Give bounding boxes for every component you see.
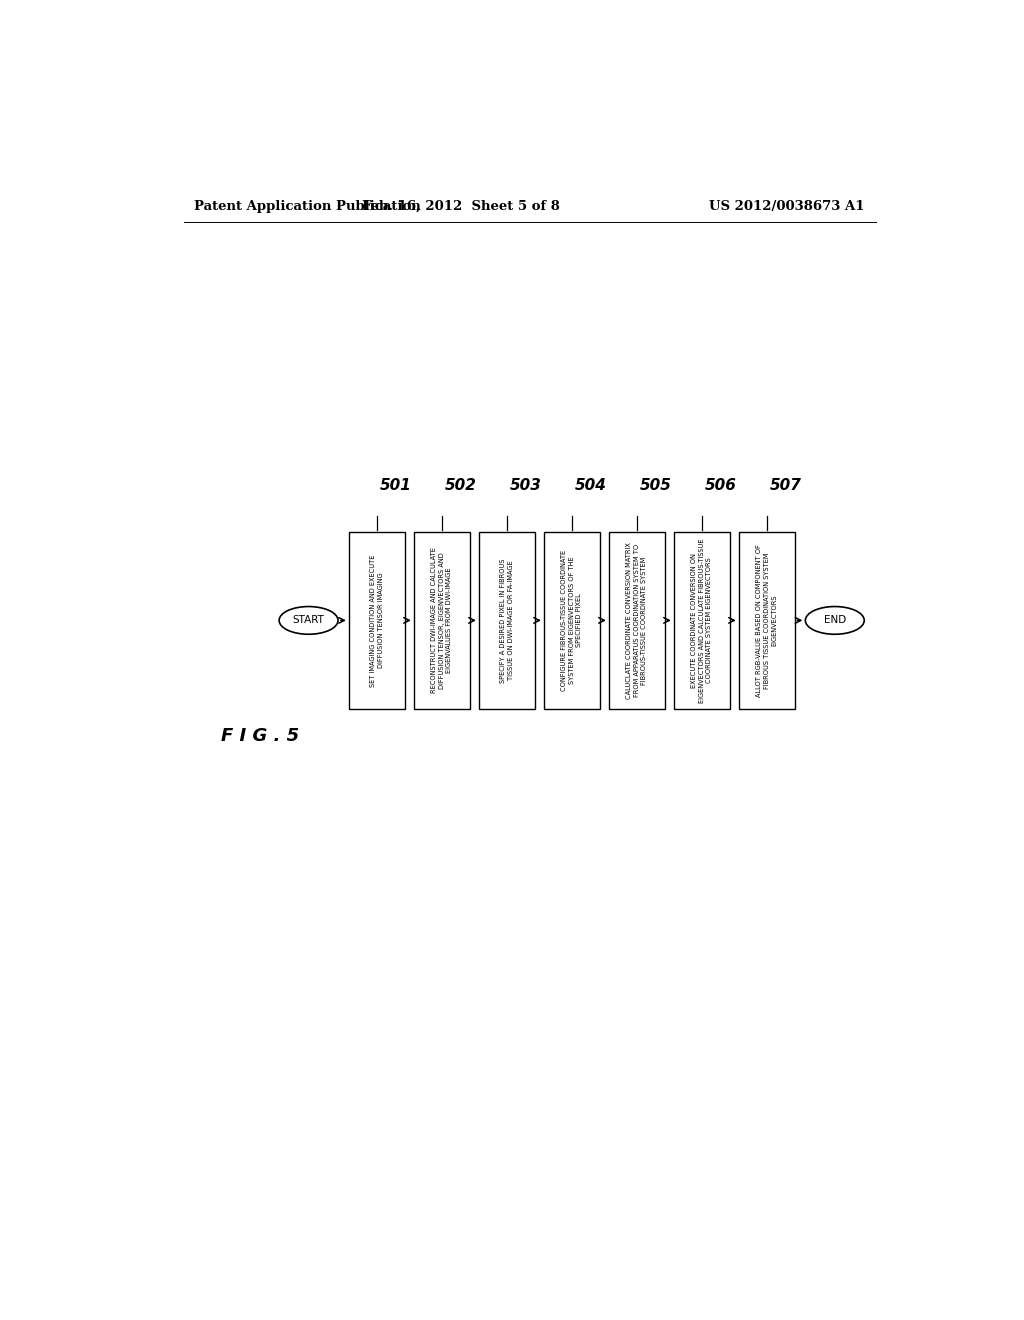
- Text: 507: 507: [770, 478, 802, 494]
- Text: 505: 505: [640, 478, 672, 494]
- Text: CALUCLATE COORDINATE CONVERSION MATRIX
FROM APPARATUS COORDINATION SYSTEM TO
FIB: CALUCLATE COORDINATE CONVERSION MATRIX F…: [626, 543, 647, 698]
- Text: F I G . 5: F I G . 5: [221, 727, 299, 744]
- Text: RECONSTRUCT DWI-IMAGE AND CALCULATE
DIFFUSION TENSOR, EIGENVECTORS AND
EIGENVALU: RECONSTRUCT DWI-IMAGE AND CALCULATE DIFF…: [431, 548, 453, 693]
- FancyBboxPatch shape: [414, 532, 470, 709]
- Text: 503: 503: [510, 478, 542, 494]
- Text: SPECIFY A DESIRED PIXEL IN FIBROUS
TISSUE ON DWI-IMAGE OR FA-IMAGE: SPECIFY A DESIRED PIXEL IN FIBROUS TISSU…: [500, 558, 514, 682]
- Text: Patent Application Publication: Patent Application Publication: [194, 199, 421, 213]
- Text: ALLOT RGB-VALUE BASED ON COMPONENT OF
FIBROUS TISSUE COORDINATION SYSTEM
EIGENVE: ALLOT RGB-VALUE BASED ON COMPONENT OF FI…: [756, 544, 777, 697]
- Text: END: END: [823, 615, 846, 626]
- Text: CONFIGURE FIBROUS-TISSUE COORDINATE
SYSTEM FROM EIGENVECTORS OF THE
SPECIFIED PI: CONFIGURE FIBROUS-TISSUE COORDINATE SYST…: [561, 550, 583, 690]
- Text: 506: 506: [705, 478, 736, 494]
- FancyBboxPatch shape: [349, 532, 404, 709]
- FancyBboxPatch shape: [738, 532, 795, 709]
- Text: EXECUTE COORDINATE CONVERSION ON
EIGENVECTORS AND CALCULATE FIBROUS-TISSUE
COORD: EXECUTE COORDINATE CONVERSION ON EIGENVE…: [691, 539, 713, 702]
- Text: 502: 502: [444, 478, 477, 494]
- Text: 501: 501: [380, 478, 412, 494]
- FancyBboxPatch shape: [479, 532, 535, 709]
- Ellipse shape: [805, 607, 864, 635]
- Text: START: START: [293, 615, 325, 626]
- FancyBboxPatch shape: [674, 532, 729, 709]
- Text: SET IMAGING CONDITION AND EXECUTE
DIFFUSION TENSOR IMAGING: SET IMAGING CONDITION AND EXECUTE DIFFUS…: [370, 554, 384, 686]
- Text: 504: 504: [574, 478, 606, 494]
- FancyBboxPatch shape: [609, 532, 665, 709]
- Ellipse shape: [280, 607, 338, 635]
- Text: US 2012/0038673 A1: US 2012/0038673 A1: [709, 199, 864, 213]
- FancyBboxPatch shape: [544, 532, 600, 709]
- Text: Feb. 16, 2012  Sheet 5 of 8: Feb. 16, 2012 Sheet 5 of 8: [362, 199, 560, 213]
